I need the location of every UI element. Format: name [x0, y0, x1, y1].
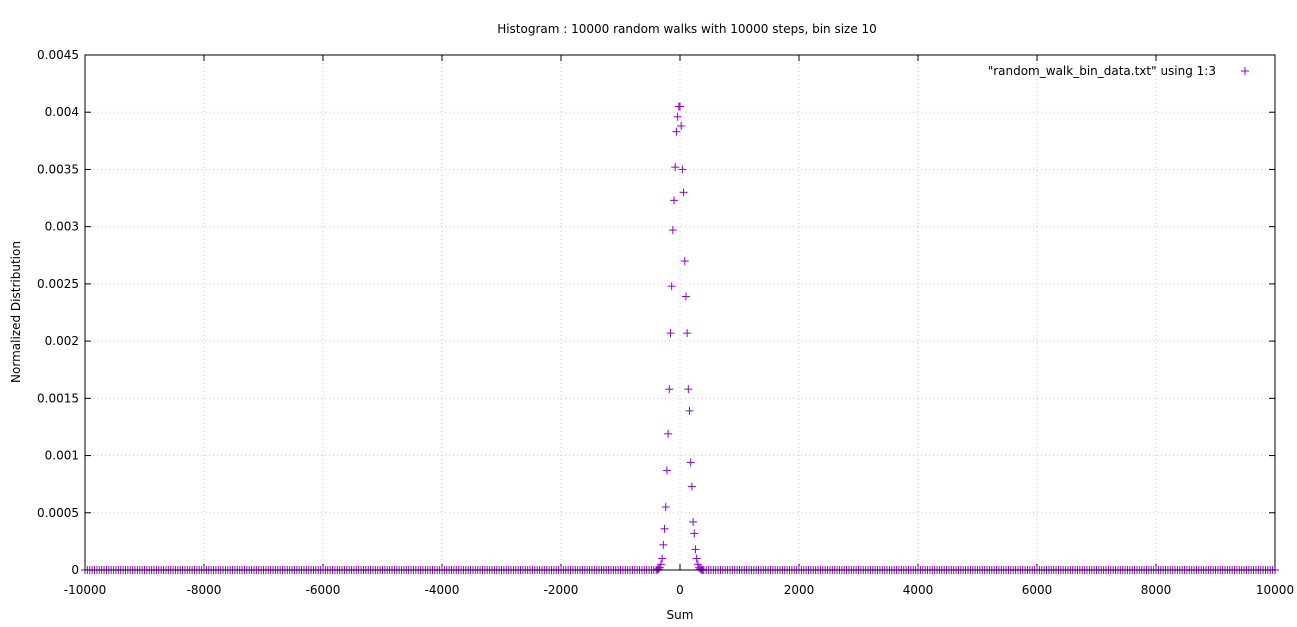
data-point: [677, 121, 686, 130]
data-point: [666, 329, 675, 338]
data-point: [654, 565, 663, 574]
data-point: [662, 466, 671, 475]
data-point: [690, 529, 699, 538]
data-point: [671, 163, 680, 172]
data-point: [683, 329, 692, 338]
y-axis-title: Normalized Distribution: [9, 241, 23, 383]
data-point: [680, 257, 689, 265]
data-point: [681, 292, 690, 301]
data-point: [670, 196, 679, 205]
data-point: [684, 385, 693, 394]
data-point: [660, 524, 669, 533]
y-tick-label: 0.002: [45, 334, 79, 348]
data-point: [687, 482, 696, 491]
data-point: [672, 127, 681, 136]
data-point: [665, 385, 674, 394]
y-tick-label: 0.0045: [37, 48, 79, 62]
data-point: [691, 545, 700, 554]
chart-title: Histogram : 10000 random walks with 1000…: [497, 22, 877, 36]
x-tick-label: -4000: [425, 583, 460, 597]
data-point: [656, 560, 665, 569]
data-point: [678, 165, 687, 174]
data-point: [693, 560, 702, 569]
data-point: [664, 429, 673, 438]
x-axis-tick-labels: -10000 -8000 -6000 -4000 -2000 0 2000 4000 6000 8…: [64, 583, 1294, 597]
y-tick-label: 0.0025: [37, 277, 79, 291]
legend: "random_walk_bin_data.txt" using 1:3: [988, 64, 1249, 78]
grid-lines: [85, 55, 1275, 570]
legend-label: "random_walk_bin_data.txt" using 1:3: [988, 64, 1216, 78]
data-point: [661, 503, 670, 512]
data-point: [667, 282, 676, 291]
y-axis-tick-labels: 0 0.0005 0.001 0.0015 0.002 0.0025 0.003 0.0035…: [37, 48, 79, 577]
data-point: [686, 458, 695, 467]
x-tick-label: -8000: [187, 583, 222, 597]
data-point: [673, 112, 682, 121]
x-tick-label: -2000: [544, 583, 579, 597]
data-point: [679, 188, 688, 197]
x-tick-label: 4000: [903, 583, 934, 597]
legend-plus-marker: [1241, 67, 1249, 75]
y-tick-label: 0: [71, 563, 79, 577]
data-point: [685, 406, 694, 415]
x-tick-label: -6000: [306, 583, 341, 597]
x-tick-label: 10000: [1256, 583, 1294, 597]
x-axis-title: Sum: [667, 608, 694, 622]
y-tick-label: 0.001: [45, 449, 79, 463]
axis-ticks: [84, 54, 1276, 571]
x-tick-label: 8000: [1141, 583, 1172, 597]
x-tick-label: -10000: [64, 583, 107, 597]
x-tick-label: 6000: [1022, 583, 1053, 597]
plot-frame: [84, 54, 1276, 571]
data-point: [659, 540, 668, 549]
y-tick-label: 0.0015: [37, 391, 79, 405]
data-point: [658, 554, 667, 563]
data-point: [676, 102, 684, 111]
x-tick-label: 2000: [784, 583, 815, 597]
data-point: [668, 226, 677, 235]
y-tick-label: 0.004: [45, 105, 79, 119]
y-tick-label: 0.003: [45, 220, 79, 234]
legend-marker: [1241, 67, 1249, 75]
y-tick-label: 0.0005: [37, 506, 79, 520]
x-tick-label: 0: [676, 583, 684, 597]
data-point: [692, 554, 701, 563]
y-tick-label: 0.0035: [37, 162, 79, 176]
data-point: [689, 517, 698, 526]
